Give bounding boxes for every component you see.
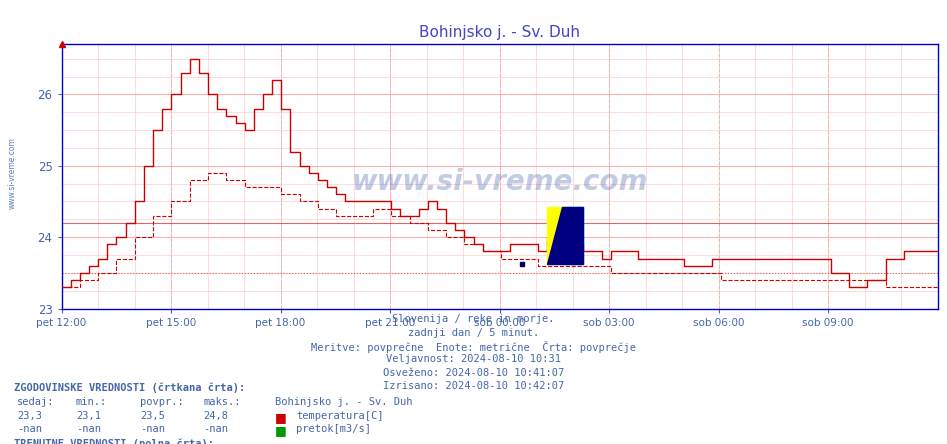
Text: ■: ■ — [275, 424, 286, 437]
Text: Osveženo: 2024-08-10 10:41:07: Osveženo: 2024-08-10 10:41:07 — [383, 368, 564, 378]
Text: www.si-vreme.com: www.si-vreme.com — [8, 137, 17, 209]
Text: ■: ■ — [275, 411, 286, 424]
Text: www.si-vreme.com: www.si-vreme.com — [351, 168, 648, 196]
Text: Slovenija / reke in morje.: Slovenija / reke in morje. — [392, 314, 555, 325]
Text: Izrisano: 2024-08-10 10:42:07: Izrisano: 2024-08-10 10:42:07 — [383, 381, 564, 391]
Text: 24,8: 24,8 — [204, 411, 228, 421]
Text: -nan: -nan — [204, 424, 228, 434]
Text: min.:: min.: — [76, 397, 107, 408]
Text: -nan: -nan — [76, 424, 100, 434]
Text: zadnji dan / 5 minut.: zadnji dan / 5 minut. — [408, 328, 539, 338]
Text: maks.:: maks.: — [204, 397, 241, 408]
Text: ZGODOVINSKE VREDNOSTI (črtkana črta):: ZGODOVINSKE VREDNOSTI (črtkana črta): — [14, 383, 245, 393]
Text: 23,3: 23,3 — [17, 411, 42, 421]
Text: TRENUTNE VREDNOSTI (polna črta):: TRENUTNE VREDNOSTI (polna črta): — [14, 439, 214, 444]
Text: Meritve: povprečne  Enote: metrične  Črta: povprečje: Meritve: povprečne Enote: metrične Črta:… — [311, 341, 636, 353]
Text: 23,5: 23,5 — [140, 411, 165, 421]
Text: 23,1: 23,1 — [76, 411, 100, 421]
Text: pretok[m3/s]: pretok[m3/s] — [296, 424, 371, 434]
Title: Bohinjsko j. - Sv. Duh: Bohinjsko j. - Sv. Duh — [419, 25, 581, 40]
Text: Bohinjsko j. - Sv. Duh: Bohinjsko j. - Sv. Duh — [275, 397, 412, 408]
Text: sedaj:: sedaj: — [17, 397, 55, 408]
Polygon shape — [546, 207, 583, 264]
Text: temperatura[C]: temperatura[C] — [296, 411, 384, 421]
Text: Veljavnost: 2024-08-10 10:31: Veljavnost: 2024-08-10 10:31 — [386, 354, 561, 365]
Text: -nan: -nan — [17, 424, 42, 434]
Text: povpr.:: povpr.: — [140, 397, 184, 408]
Text: -nan: -nan — [140, 424, 165, 434]
